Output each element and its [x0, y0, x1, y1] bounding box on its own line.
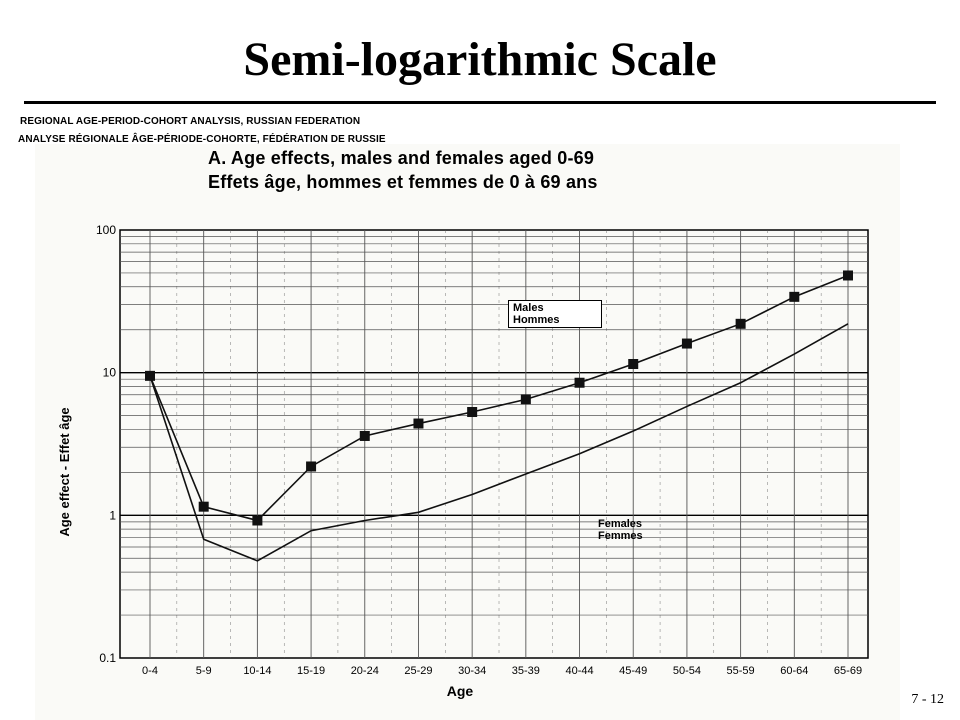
x-tick-label: 40-44 — [565, 665, 593, 677]
x-tick-label: 5-9 — [196, 665, 212, 677]
data-point-males — [198, 501, 209, 512]
chart-title: A. Age effects, males and females aged 0… — [208, 148, 595, 168]
data-point-males — [520, 394, 531, 405]
x-tick-label: 55-59 — [727, 665, 755, 677]
legend-females: Females Femmes — [594, 517, 698, 543]
data-point-males — [252, 515, 263, 526]
x-tick-label: 65-69 — [834, 665, 862, 677]
x-tick-label: 50-54 — [673, 665, 701, 677]
data-point-males — [843, 270, 853, 281]
data-point-males — [413, 418, 424, 429]
data-point-males — [467, 407, 478, 418]
data-point-males — [735, 318, 746, 329]
y-tick-label: 100 — [96, 223, 116, 237]
y-tick-label: 10 — [103, 366, 117, 380]
legend-males: Males Hommes — [508, 300, 602, 328]
x-tick-label: 25-29 — [404, 665, 432, 677]
legend-females-label: Females Femmes — [598, 518, 643, 542]
x-tick-label: 15-19 — [297, 665, 325, 677]
chart-subtitle: Effets âge, hommes et femmes de 0 à 69 a… — [208, 172, 598, 192]
x-tick-label: 0-4 — [142, 665, 158, 677]
title-divider — [24, 101, 936, 104]
x-tick-label: 10-14 — [243, 665, 271, 677]
y-axis-label: Age effect - Effet âge — [57, 407, 72, 537]
slide-title: Semi-logarithmic Scale — [243, 33, 717, 86]
legend-males-label: Males Hommes — [513, 302, 560, 326]
data-point-males — [681, 338, 692, 349]
plot-frame — [119, 229, 869, 659]
series-line-females — [149, 323, 849, 562]
x-tick-label: 30-34 — [458, 665, 486, 677]
series-line-males — [149, 274, 849, 522]
data-point-males — [574, 377, 585, 388]
slide-number: 7 - 12 — [911, 692, 944, 707]
x-tick-label: 35-39 — [512, 665, 540, 677]
scanned-figure-background — [35, 144, 900, 720]
x-axis-label: Age — [446, 683, 474, 699]
data-point-males — [359, 430, 370, 441]
source-line-english: REGIONAL AGE-PERIOD-COHORT ANALYSIS, RUS… — [20, 116, 361, 127]
x-tick-label: 60-64 — [780, 665, 808, 677]
data-point-males — [306, 461, 317, 472]
y-tick-label: 0.1 — [99, 651, 116, 665]
data-point-males — [789, 291, 800, 302]
y-tick-label: 1 — [109, 508, 116, 522]
source-line-french: ANALYSE RÉGIONALE ÂGE-PÉRIODE-COHORTE, F… — [18, 134, 386, 145]
x-tick-label: 20-24 — [351, 665, 379, 677]
x-tick-label: 45-49 — [619, 665, 647, 677]
data-point-males — [628, 359, 639, 370]
